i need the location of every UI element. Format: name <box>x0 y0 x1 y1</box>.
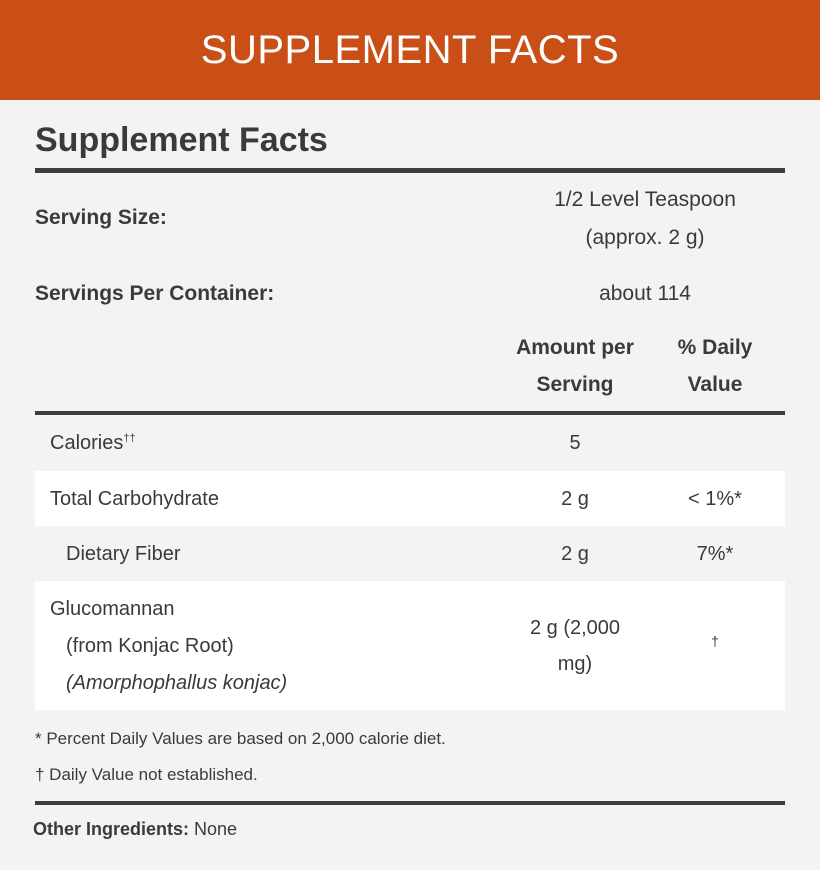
other-ingredients: Other Ingredients: None <box>33 819 237 840</box>
nutrient-source: (from Konjac Root) <box>66 635 234 657</box>
serving-size-line2: (approx. 2 g) <box>585 226 705 249</box>
footnote-dv-not-established: † Daily Value not established. <box>35 765 258 784</box>
other-ingredients-value: None <box>189 819 238 839</box>
nutrient-species: (Amorphophallus konjac) <box>66 672 288 694</box>
col-amount-line2: Serving <box>536 373 614 396</box>
col-amount-line1: Amount per <box>516 336 634 359</box>
nutrient-dv: < 1%* <box>688 488 742 510</box>
table-row-glucomannan: Glucomannan (from Konjac Root) (Amorphop… <box>35 581 785 710</box>
nutrient-name: Calories†† <box>50 432 136 454</box>
table-row-dietary-fiber: Dietary Fiber 2 g 7%* <box>35 526 785 581</box>
nutrient-amount: 5 <box>569 432 581 454</box>
col-dv-line2: Value <box>687 373 743 396</box>
page-banner: SUPPLEMENT FACTS <box>0 0 820 100</box>
nutrient-dv: 7%* <box>696 543 734 565</box>
serving-size-line1: 1/2 Level Teaspoon <box>554 188 736 211</box>
nutrient-amount: 2 g <box>561 488 589 510</box>
table-row-total-carbohydrate: Total Carbohydrate 2 g < 1%* <box>35 471 785 526</box>
col-dv-line1: % Daily <box>677 336 753 359</box>
footnote-percent-dv: * Percent Daily Values are based on 2,00… <box>35 729 446 748</box>
nutrient-dv: † <box>711 633 719 649</box>
nutrient-name: Glucomannan <box>50 598 175 620</box>
heading-rule <box>35 168 785 173</box>
footer-rule <box>35 801 785 805</box>
table-row-calories: Calories†† 5 <box>35 415 785 471</box>
nutrient-amount-line1: 2 g (2,000 <box>529 617 621 639</box>
nutrient-amount-line2: mg) <box>557 653 593 675</box>
facts-heading: Supplement Facts <box>35 121 328 159</box>
nutrient-name: Total Carbohydrate <box>50 488 219 510</box>
other-ingredients-label: Other Ingredients: <box>33 819 190 839</box>
nutrient-name: Dietary Fiber <box>66 543 181 565</box>
nutrient-amount: 2 g <box>561 543 589 565</box>
servings-per-container-value: about 114 <box>599 282 691 305</box>
serving-size-label: Serving Size: <box>35 206 167 229</box>
banner-title: SUPPLEMENT FACTS <box>200 27 620 72</box>
servings-per-container-label: Servings Per Container: <box>35 282 275 305</box>
table-header-rule <box>35 411 785 415</box>
